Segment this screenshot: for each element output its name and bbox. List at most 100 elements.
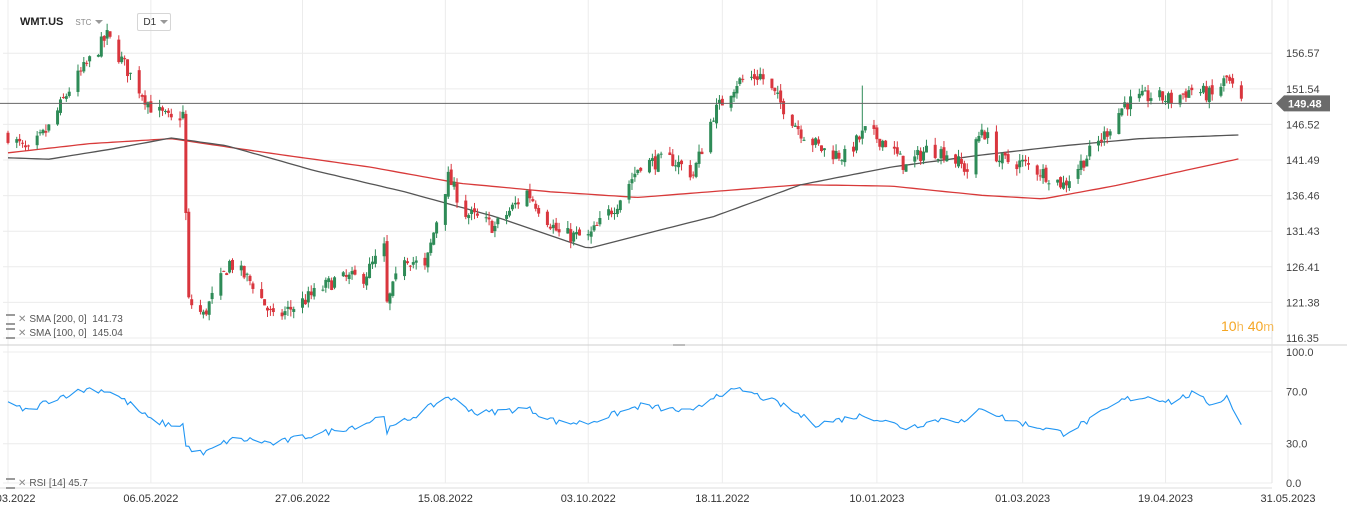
candle xyxy=(674,159,678,172)
candle xyxy=(700,148,704,155)
candles xyxy=(6,23,1243,321)
candle xyxy=(242,265,246,280)
candle-body xyxy=(831,150,835,160)
candle-body xyxy=(1047,183,1051,185)
settings-menu-icon[interactable] xyxy=(6,314,15,325)
candle-body xyxy=(1105,131,1109,137)
candle xyxy=(942,141,946,163)
candle-body xyxy=(700,151,704,155)
candle-body xyxy=(796,125,800,130)
legend-sma200[interactable]: ✕ SMA [200, 0] 141.73 xyxy=(6,314,123,325)
candle xyxy=(490,219,494,234)
candle-body xyxy=(1102,131,1106,140)
candle xyxy=(776,85,780,99)
candle-body xyxy=(901,155,905,170)
candle xyxy=(467,213,471,225)
candle xyxy=(997,155,1001,167)
candle-body xyxy=(368,263,372,279)
close-icon[interactable]: ✕ xyxy=(18,328,27,339)
candle xyxy=(557,222,561,237)
candle xyxy=(1201,83,1205,95)
y-tick-label: 151.54 xyxy=(1286,84,1320,96)
candle-body xyxy=(945,155,949,162)
candle xyxy=(484,211,488,223)
candle-body xyxy=(548,226,552,229)
candle xyxy=(717,95,721,110)
candle xyxy=(1187,86,1191,98)
candle-body xyxy=(741,78,745,80)
candle xyxy=(368,257,372,279)
candle-body xyxy=(1117,113,1121,134)
candle xyxy=(980,123,984,138)
candle xyxy=(1021,154,1025,167)
candle-body xyxy=(639,167,643,171)
candle xyxy=(577,227,581,236)
sma200-line xyxy=(7,138,1239,200)
close-icon[interactable]: ✕ xyxy=(18,478,27,489)
candle-body xyxy=(102,36,106,41)
candle-body xyxy=(898,153,902,155)
candle xyxy=(219,267,223,300)
candle-body xyxy=(1088,145,1092,157)
candle xyxy=(23,140,27,151)
candle xyxy=(962,160,966,176)
x-tick-label: 03.10.2022 xyxy=(561,493,616,505)
candle xyxy=(554,217,558,232)
candle xyxy=(1099,133,1103,147)
candle-body xyxy=(231,259,235,270)
candle-body xyxy=(271,308,275,313)
symbol-label[interactable]: WMT.US xyxy=(20,16,64,28)
candle-body xyxy=(1158,90,1162,98)
candle-body xyxy=(487,217,491,220)
candle-body xyxy=(647,159,651,173)
candle-body xyxy=(959,158,963,164)
candle xyxy=(1199,88,1203,96)
candle-body xyxy=(251,283,255,289)
candle-body xyxy=(137,70,141,94)
candle xyxy=(324,277,328,293)
candle-body xyxy=(198,305,202,312)
candle xyxy=(67,87,71,98)
candle xyxy=(280,309,284,320)
candle xyxy=(1204,80,1208,103)
candle-body xyxy=(994,131,998,162)
candle-body xyxy=(423,257,427,266)
candle xyxy=(1047,180,1051,191)
candle-body xyxy=(370,261,374,265)
candle xyxy=(6,130,10,145)
candle-body xyxy=(1076,168,1080,179)
candle xyxy=(936,158,940,163)
candle-body xyxy=(158,106,162,111)
candle-body xyxy=(589,231,593,237)
candle-body xyxy=(977,135,981,142)
legend-sma100[interactable]: ✕ SMA [100, 0] 145.04 xyxy=(6,328,123,339)
candle xyxy=(391,280,395,298)
settings-menu-icon[interactable] xyxy=(6,478,15,489)
candle-body xyxy=(1000,153,1004,164)
candle-body xyxy=(1137,93,1141,99)
timeframe-select[interactable]: D1 xyxy=(137,13,172,31)
candle-body xyxy=(892,146,896,149)
candle-body xyxy=(344,275,348,277)
candle xyxy=(551,219,555,234)
candle-body xyxy=(508,210,512,216)
candle-body xyxy=(598,217,602,225)
candle xyxy=(901,155,905,175)
candle-body xyxy=(709,121,713,153)
legend-rsi[interactable]: ✕ RSI [14] 45.7 xyxy=(6,478,88,489)
close-icon[interactable]: ✕ xyxy=(18,314,27,325)
candle-body xyxy=(854,135,858,151)
candle-body xyxy=(408,265,412,267)
settings-menu-icon[interactable] xyxy=(6,328,15,339)
panel-resize-handle[interactable] xyxy=(673,344,685,346)
candle xyxy=(210,286,214,304)
candle xyxy=(1143,86,1147,92)
candle-body xyxy=(1027,163,1031,165)
candle-body xyxy=(292,309,296,312)
candle-body xyxy=(750,76,754,78)
candle xyxy=(1137,88,1141,102)
candle-body xyxy=(321,289,325,291)
instrument-type[interactable]: STC xyxy=(75,18,104,27)
candle-body xyxy=(85,62,89,64)
